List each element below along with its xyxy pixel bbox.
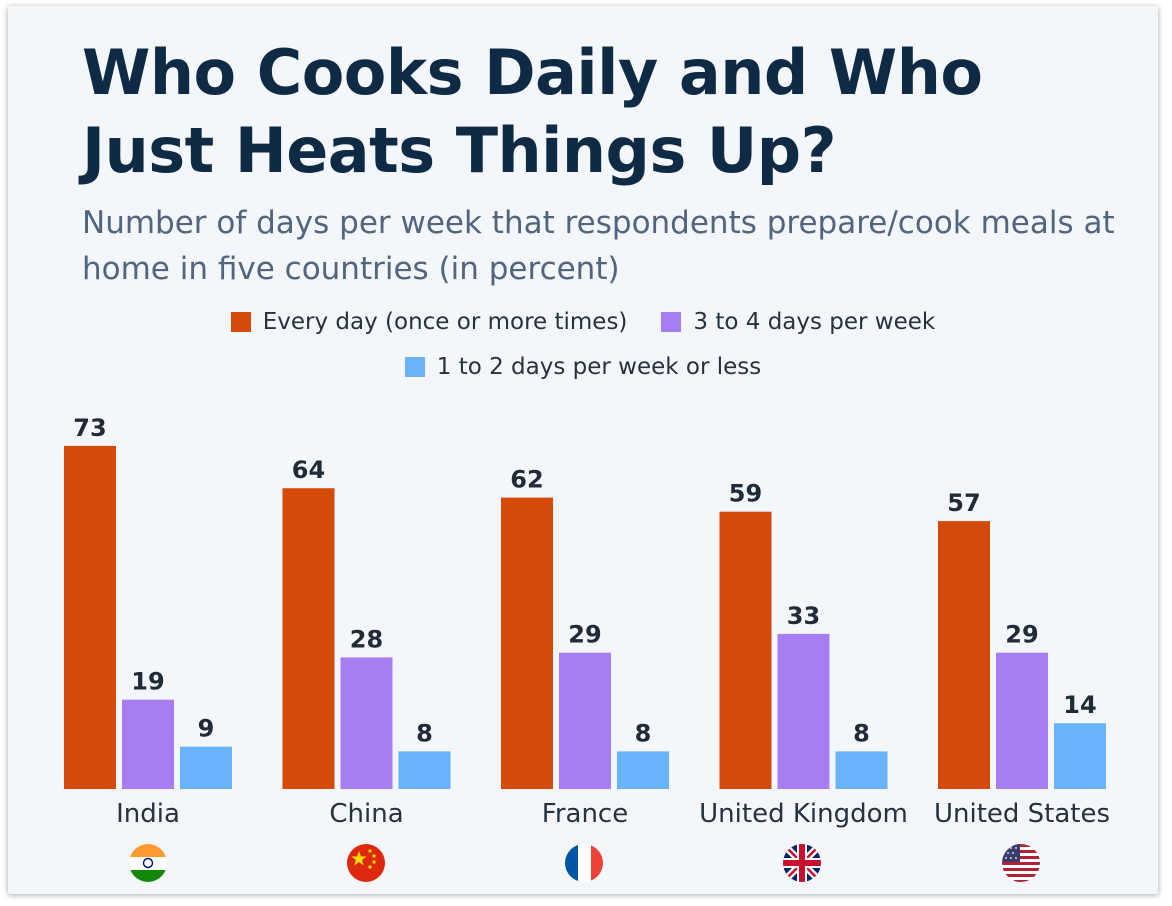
china-flag-icon: [347, 844, 385, 882]
legend-item-every-day: Every day (once or more times): [230, 309, 628, 335]
bar-united-states-1-to-2-days-per-week-or-less: [1054, 723, 1106, 789]
value-label-united-states-3-to-4-days-per-week: 29: [1005, 621, 1038, 649]
bar-china-3-to-4-days-per-week: [340, 657, 393, 789]
bar-united-kingdom-3-to-4-days-per-week: [777, 633, 830, 789]
category-label-united-kingdom: United Kingdom: [699, 799, 908, 829]
value-label-china-every-day-once-or-more-times: 64: [292, 456, 325, 484]
legend-label-every-day: Every day (once or more times): [262, 309, 628, 335]
chart-subtitle: Number of days per week that respondents…: [82, 205, 1115, 287]
chart-title: Who Cooks Daily and Who Just Heats Thing…: [82, 36, 983, 187]
bar-france-3-to-4-days-per-week: [559, 652, 611, 789]
us-flag-icon: [1002, 844, 1040, 882]
value-label-india-3-to-4-days-per-week: 19: [131, 668, 164, 696]
value-label-india-1-to-2-days-per-week-or-less: 9: [198, 715, 215, 743]
bar-china-every-day-once-or-more-times: [282, 488, 335, 789]
legend-second-row: 1 to 2 days per week or less: [8, 354, 1158, 380]
value-label-united-kingdom-every-day-once-or-more-times: 59: [729, 480, 762, 508]
category-label-united-states: United States: [934, 799, 1110, 829]
bar-china-1-to-2-days-per-week-or-less: [398, 751, 451, 789]
bars-layer: [64, 445, 1106, 789]
value-label-china-1-to-2-days-per-week-or-less: 8: [416, 719, 433, 747]
category-label-india: India: [116, 799, 180, 829]
uk-flag-icon: [783, 844, 821, 882]
legend: Every day (once or more times) 3 to 4 da…: [8, 309, 1158, 335]
value-label-france-every-day-once-or-more-times: 62: [510, 466, 543, 494]
bar-united-kingdom-every-day-once-or-more-times: [719, 511, 772, 789]
india-flag-icon: [129, 844, 167, 882]
legend-item-3-to-4-days: 3 to 4 days per week: [661, 309, 935, 335]
legend-swatch-every-day: [230, 312, 251, 332]
legend-swatch-1-to-2-days: [404, 357, 425, 377]
bar-india-every-day-once-or-more-times: [64, 445, 116, 789]
value-label-china-3-to-4-days-per-week: 28: [350, 625, 383, 653]
value-label-france-1-to-2-days-per-week-or-less: 8: [635, 719, 652, 747]
chart-card: Who Cooks Daily and Who Just Heats Thing…: [8, 6, 1158, 894]
bar-united-states-3-to-4-days-per-week: [996, 652, 1048, 789]
category-label-france: France: [542, 799, 628, 829]
value-label-united-kingdom-3-to-4-days-per-week: 33: [787, 602, 820, 630]
value-label-united-states-every-day-once-or-more-times: 57: [947, 489, 980, 517]
bar-india-1-to-2-days-per-week-or-less: [180, 746, 232, 789]
category-labels-layer: India China France United Kingdom United Sta…: [116, 799, 1110, 829]
value-labels-layer: 73 19 9 64 28 8 62 29 8 59 33 8 57 29 14: [73, 414, 1096, 748]
bar-united-states-every-day-once-or-more-times: [938, 521, 990, 789]
bar-united-kingdom-1-to-2-days-per-week-or-less: [835, 751, 888, 789]
france-flag-icon: [565, 844, 603, 882]
bar-india-3-to-4-days-per-week: [122, 699, 174, 789]
value-label-united-states-1-to-2-days-per-week-or-less: 14: [1063, 691, 1096, 719]
legend-label-1-to-2-days: 1 to 2 days per week or less: [436, 354, 762, 380]
category-label-china: China: [329, 799, 403, 829]
legend-swatch-3-to-4-days: [661, 312, 682, 332]
legend-item-1-to-2-days: 1 to 2 days per week or less: [404, 354, 762, 380]
legend-label-3-to-4-days: 3 to 4 days per week: [693, 309, 936, 335]
value-label-france-3-to-4-days-per-week: 29: [568, 621, 601, 649]
value-label-united-kingdom-1-to-2-days-per-week-or-less: 8: [853, 719, 870, 747]
bar-chart: 73 19 9 64 28 8 62 29 8 59 33 8 57 29 14 India China Fra…: [64, 414, 1110, 882]
bar-france-1-to-2-days-per-week-or-less: [617, 751, 669, 789]
value-label-india-every-day-once-or-more-times: 73: [73, 414, 106, 442]
bar-france-every-day-once-or-more-times: [501, 497, 553, 789]
